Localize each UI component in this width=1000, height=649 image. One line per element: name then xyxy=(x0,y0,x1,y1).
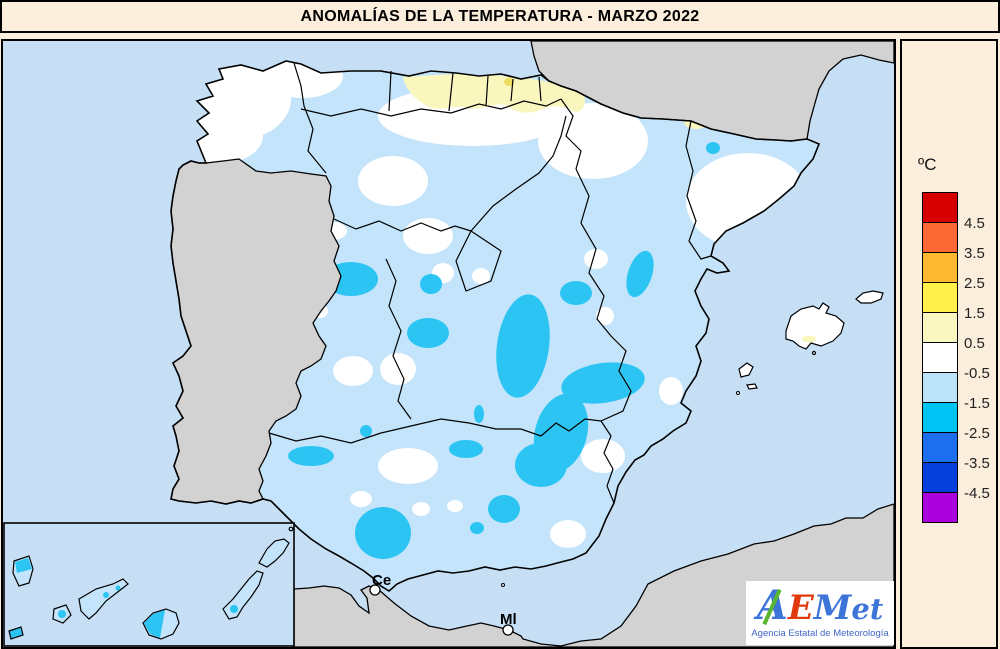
anomaly-cyan-patches xyxy=(288,142,720,559)
alboran-islet xyxy=(501,583,505,587)
legend-color-box xyxy=(922,282,958,313)
ceuta-label: Ce xyxy=(372,572,391,589)
aemet-logo-subtitle: Agencia Estatal de Meteorología xyxy=(751,628,889,639)
map-panel: Ce Ml AEMet Agencia Estatal de Meteorolo… xyxy=(1,39,896,649)
balearic-islands xyxy=(738,290,884,390)
regional-borders xyxy=(268,62,712,504)
anomaly-white-patches xyxy=(173,61,819,548)
canary-inset xyxy=(3,522,295,647)
africa-landmass xyxy=(293,503,894,647)
legend-color-box xyxy=(922,402,958,433)
legend-unit-label: ºC xyxy=(918,155,937,174)
legend-color-box xyxy=(922,312,958,343)
legend-tick-label: 0.5 xyxy=(964,335,985,352)
aemet-logo-letters-et: et xyxy=(851,592,884,626)
legend-tick-label: 2.5 xyxy=(964,275,985,292)
legend-tick-label: 3.5 xyxy=(964,245,985,262)
legend-color-box xyxy=(922,372,958,403)
legend-panel: ºC 4.5 3.5 2.5 1.5 0.5 -0.5 -1.5 -2.5 -3.5 -4.5 xyxy=(900,39,998,649)
spain-coastline xyxy=(170,60,821,592)
legend-tick-label: 1.5 xyxy=(964,305,985,322)
aemet-logo-letter-a: A xyxy=(757,582,788,629)
aemet-logo: AEMet Agencia Estatal de Meteorología xyxy=(746,581,894,645)
aemet-logo-letter-m: M xyxy=(813,588,852,628)
melilla-marker xyxy=(502,624,514,636)
legend-color-box xyxy=(922,252,958,283)
legend-tick-label: -0.5 xyxy=(964,365,990,382)
legend-tick-label: -3.5 xyxy=(964,455,990,472)
title-bar: ANOMALÍAS DE LA TEMPERATURA - MARZO 2022 xyxy=(0,0,1000,33)
legend-color-box xyxy=(922,462,958,493)
tabarca-islet xyxy=(736,391,740,395)
legend-tick-label: -1.5 xyxy=(964,395,990,412)
legend-color-box xyxy=(922,342,958,373)
legend-tick-label: -2.5 xyxy=(964,425,990,442)
legend-color-box xyxy=(922,492,958,523)
aemet-logo-letter-e: E xyxy=(787,588,814,628)
legend-tick-label: 4.5 xyxy=(964,215,985,232)
legend-color-scale: 4.5 3.5 2.5 1.5 0.5 -0.5 -1.5 -2.5 -3.5 -4.5 xyxy=(922,192,994,523)
map-title: ANOMALÍAS DE LA TEMPERATURA - MARZO 2022 xyxy=(300,8,700,25)
ceuta-marker xyxy=(369,584,381,596)
legend-color-box xyxy=(922,192,958,223)
melilla-label: Ml xyxy=(500,611,517,628)
spain-anomaly-map: Ce Ml xyxy=(3,41,894,647)
aemet-logo-word: AEMet xyxy=(746,581,894,629)
legend-color-box xyxy=(922,222,958,253)
legend-color-box xyxy=(922,432,958,463)
legend-tick-label: -4.5 xyxy=(964,485,990,502)
